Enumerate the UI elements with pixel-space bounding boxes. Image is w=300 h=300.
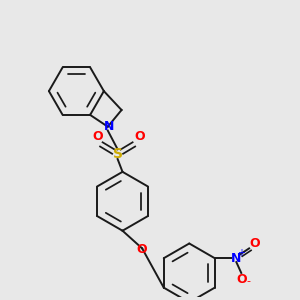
Text: O: O <box>250 237 260 250</box>
Text: O: O <box>93 130 103 143</box>
Text: S: S <box>112 147 123 161</box>
Text: N: N <box>103 120 114 133</box>
Text: N: N <box>231 252 242 265</box>
Text: O: O <box>236 273 247 286</box>
Text: +: + <box>237 248 245 258</box>
Text: O: O <box>134 130 145 143</box>
Text: -: - <box>246 276 250 286</box>
Text: O: O <box>137 243 148 256</box>
